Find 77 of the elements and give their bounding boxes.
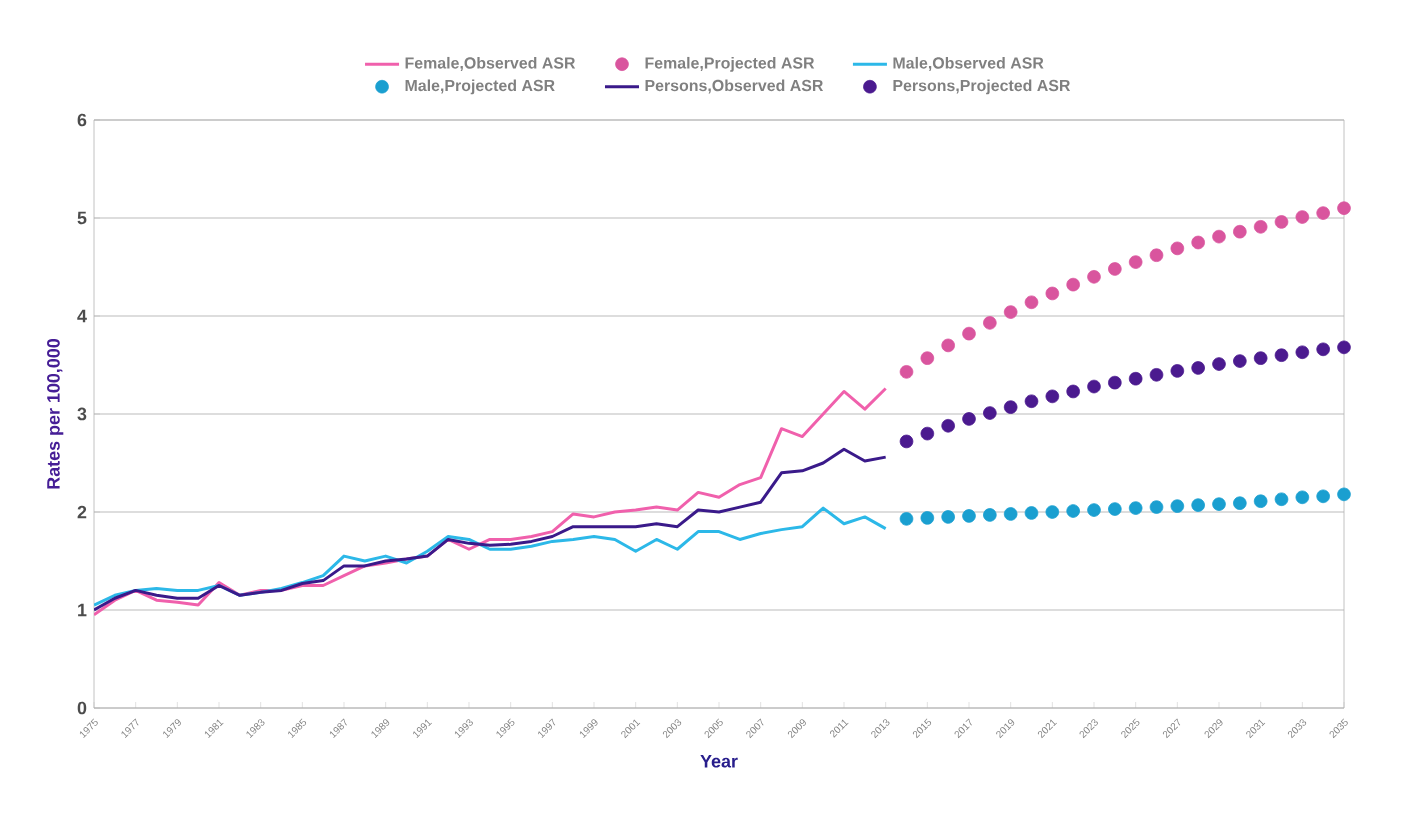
point <box>1191 235 1205 250</box>
y-tick-label: 1 <box>78 603 87 617</box>
point <box>1253 494 1268 508</box>
point <box>983 508 997 522</box>
point <box>1108 502 1122 516</box>
point <box>920 511 935 525</box>
point <box>1274 348 1289 362</box>
point <box>1149 500 1164 514</box>
point <box>1128 255 1143 269</box>
point <box>941 510 955 524</box>
point <box>1295 345 1310 360</box>
point <box>1295 210 1310 224</box>
point <box>1212 357 1226 371</box>
point <box>1233 354 1247 368</box>
point <box>1066 277 1080 292</box>
point <box>1274 215 1289 229</box>
point <box>920 351 935 365</box>
point <box>1253 220 1268 234</box>
point <box>1087 379 1101 394</box>
point <box>899 365 914 379</box>
y-tick-label: 3 <box>77 407 87 421</box>
point <box>1108 262 1122 276</box>
y-axis-title: Rates per 100,000 <box>47 338 64 489</box>
point <box>1337 340 1351 355</box>
point <box>1128 501 1143 515</box>
y-tick-label: 6 <box>77 113 87 127</box>
point <box>899 434 914 449</box>
point <box>1003 400 1018 414</box>
point <box>1212 497 1226 511</box>
point <box>1149 368 1164 382</box>
x-axis-title: Year <box>700 755 738 768</box>
point <box>1087 503 1101 517</box>
point <box>962 509 976 523</box>
y-tick-label: 5 <box>77 211 87 225</box>
point <box>962 326 976 341</box>
point <box>1295 490 1310 505</box>
point <box>1274 492 1289 507</box>
point <box>1233 224 1247 239</box>
point <box>1337 201 1351 215</box>
point <box>1066 384 1080 399</box>
point <box>1191 361 1205 375</box>
point <box>1128 371 1143 386</box>
point <box>983 316 997 330</box>
point <box>1003 507 1018 521</box>
point <box>1066 504 1080 518</box>
point <box>1149 248 1164 263</box>
point <box>1045 286 1060 301</box>
point <box>1337 487 1351 502</box>
point <box>1233 496 1247 510</box>
point <box>941 418 955 433</box>
point <box>920 426 935 441</box>
point <box>1087 270 1101 284</box>
point <box>1024 394 1039 409</box>
point <box>1024 295 1039 310</box>
y-tick-label: 4 <box>77 309 87 323</box>
point <box>1045 389 1060 404</box>
point <box>1003 305 1018 319</box>
point <box>1170 364 1185 378</box>
point <box>1212 229 1226 244</box>
point <box>1045 505 1060 519</box>
line-series <box>94 506 888 607</box>
point <box>941 338 955 353</box>
point <box>1108 375 1122 390</box>
y-tick-label: 0 <box>77 701 87 715</box>
point <box>1316 342 1330 357</box>
point <box>1191 498 1205 512</box>
point <box>1170 499 1185 513</box>
point <box>1170 241 1185 256</box>
point <box>1024 506 1039 520</box>
point <box>962 412 976 426</box>
point <box>1316 206 1330 220</box>
line-series <box>94 387 888 617</box>
point <box>1253 351 1268 365</box>
point <box>1316 489 1330 504</box>
y-tick-label: 2 <box>77 505 87 519</box>
point <box>983 406 997 420</box>
point <box>899 512 914 526</box>
